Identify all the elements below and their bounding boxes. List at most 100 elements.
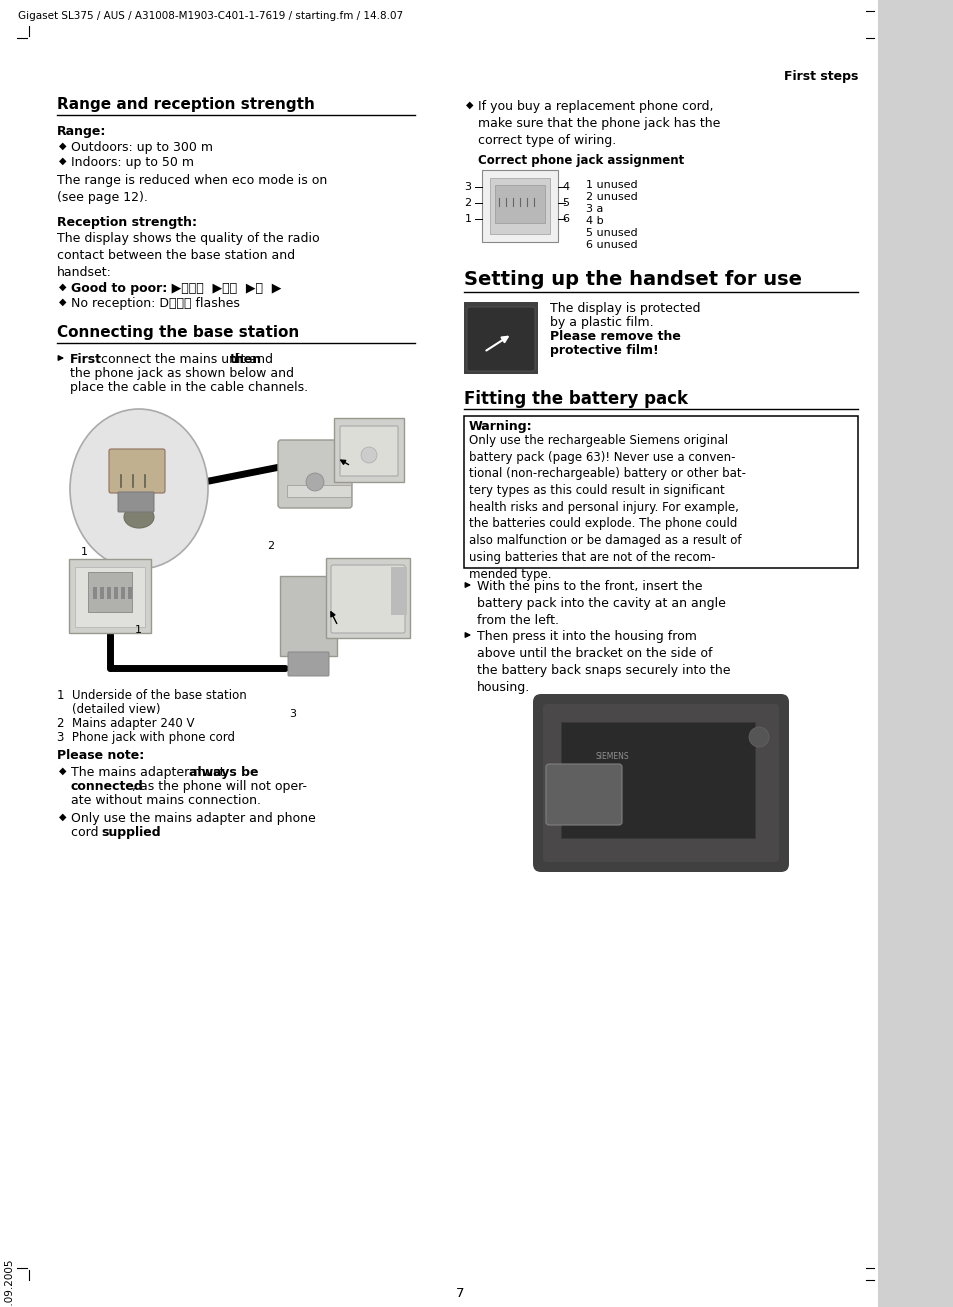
FancyBboxPatch shape (560, 721, 754, 838)
Text: 3: 3 (289, 708, 295, 719)
Bar (113, 587, 118, 599)
Text: place the cable in the cable channels.: place the cable in the cable channels. (70, 382, 308, 393)
FancyBboxPatch shape (533, 694, 788, 872)
Text: Please note:: Please note: (57, 749, 144, 762)
Bar (100, 587, 104, 599)
FancyBboxPatch shape (69, 559, 151, 633)
FancyBboxPatch shape (109, 450, 165, 493)
Text: Connecting the base station: Connecting the base station (57, 325, 299, 340)
Text: 3  Phone jack with phone cord: 3 Phone jack with phone cord (57, 731, 234, 744)
Ellipse shape (70, 409, 208, 569)
Text: Version 4, 16.09.2005: Version 4, 16.09.2005 (5, 1260, 15, 1307)
FancyBboxPatch shape (277, 440, 352, 508)
Text: Warning:: Warning: (469, 420, 532, 433)
Text: , as the phone will not oper-: , as the phone will not oper- (132, 780, 307, 793)
Text: Range:: Range: (57, 125, 107, 139)
Text: SIEMENS: SIEMENS (596, 752, 629, 761)
Text: connect the mains unit and: connect the mains unit and (97, 353, 276, 366)
Text: Indoors: up to 50 m: Indoors: up to 50 m (71, 156, 193, 169)
FancyBboxPatch shape (331, 565, 405, 633)
Text: Outdoors: up to 300 m: Outdoors: up to 300 m (71, 141, 213, 154)
Text: First: First (70, 353, 102, 366)
Text: ◆: ◆ (465, 101, 473, 110)
Ellipse shape (306, 473, 324, 491)
Ellipse shape (360, 447, 376, 463)
Text: 3 a: 3 a (585, 204, 602, 214)
Bar (128, 587, 132, 599)
Text: 1  Underside of the base station: 1 Underside of the base station (57, 689, 247, 702)
Text: No reception: D⧹⧹⧹ flashes: No reception: D⧹⧹⧹ flashes (71, 297, 239, 310)
Text: 1: 1 (81, 548, 88, 557)
Text: Range and reception strength: Range and reception strength (57, 97, 314, 112)
FancyBboxPatch shape (467, 307, 535, 371)
Text: Then press it into the housing from
above until the bracket on the side of
the b: Then press it into the housing from abov… (476, 630, 730, 694)
Text: ◆: ◆ (59, 297, 67, 307)
FancyBboxPatch shape (542, 704, 779, 863)
Text: protective film!: protective film! (550, 344, 659, 357)
FancyBboxPatch shape (288, 652, 329, 676)
Text: Please remove the: Please remove the (550, 329, 680, 342)
Ellipse shape (748, 727, 768, 748)
Text: If you buy a replacement phone cord,
make sure that the phone jack has the
corre: If you buy a replacement phone cord, mak… (477, 101, 720, 146)
Text: the phone jack as shown below and: the phone jack as shown below and (70, 367, 294, 380)
Text: 7: 7 (456, 1287, 464, 1300)
Text: 4: 4 (562, 182, 569, 192)
Ellipse shape (124, 506, 153, 528)
Text: ◆: ◆ (59, 282, 67, 291)
Text: 6 unused: 6 unused (585, 240, 637, 250)
Text: The display shows the quality of the radio
contact between the base station and
: The display shows the quality of the rad… (57, 233, 319, 278)
FancyBboxPatch shape (287, 485, 351, 497)
Text: .: . (153, 826, 158, 839)
Text: 5: 5 (562, 197, 569, 208)
Text: 2: 2 (267, 541, 274, 552)
Text: ◆: ◆ (59, 156, 67, 166)
Text: 3: 3 (464, 182, 471, 192)
Text: supplied: supplied (101, 826, 160, 839)
Text: Only use the mains adapter and phone: Only use the mains adapter and phone (71, 812, 315, 825)
Bar (107, 587, 111, 599)
Text: (detailed view): (detailed view) (57, 703, 160, 716)
FancyBboxPatch shape (481, 170, 558, 242)
Text: The mains adapter must: The mains adapter must (71, 766, 229, 779)
Text: cord: cord (71, 826, 102, 839)
FancyBboxPatch shape (490, 178, 550, 234)
Text: 1 unused: 1 unused (585, 180, 637, 190)
Bar (877, 0, 953, 1307)
FancyBboxPatch shape (495, 186, 544, 223)
FancyBboxPatch shape (545, 765, 621, 825)
Bar (121, 587, 125, 599)
Text: 2 unused: 2 unused (585, 192, 638, 203)
FancyBboxPatch shape (334, 418, 403, 482)
FancyBboxPatch shape (391, 567, 407, 616)
Text: Correct phone jack assignment: Correct phone jack assignment (477, 154, 683, 167)
Text: The range is reduced when eco mode is on
(see page 12).: The range is reduced when eco mode is on… (57, 174, 327, 204)
FancyBboxPatch shape (339, 426, 397, 476)
Text: Reception strength:: Reception strength: (57, 216, 196, 229)
Text: 1: 1 (135, 625, 142, 635)
Text: With the pins to the front, insert the
battery pack into the cavity at an angle
: With the pins to the front, insert the b… (476, 580, 725, 627)
Text: ◆: ◆ (59, 141, 67, 152)
FancyBboxPatch shape (118, 491, 153, 512)
FancyBboxPatch shape (463, 416, 857, 569)
Bar (92, 587, 97, 599)
Text: 2: 2 (464, 197, 471, 208)
FancyBboxPatch shape (75, 567, 145, 627)
Text: ate without mains connection.: ate without mains connection. (71, 793, 261, 806)
Text: Gigaset SL375 / AUS / A31008-M1903-C401-1-7619 / starting.fm / 14.8.07: Gigaset SL375 / AUS / A31008-M1903-C401-… (18, 10, 403, 21)
Text: 1: 1 (464, 214, 471, 223)
Text: 6: 6 (562, 214, 569, 223)
Text: always be: always be (189, 766, 258, 779)
Text: Fitting the battery pack: Fitting the battery pack (463, 389, 687, 408)
Text: then: then (230, 353, 262, 366)
Text: 4 b: 4 b (585, 216, 603, 226)
Text: connected: connected (71, 780, 144, 793)
Text: Setting up the handset for use: Setting up the handset for use (463, 271, 801, 289)
Text: 5 unused: 5 unused (585, 227, 637, 238)
Text: by a plastic film.: by a plastic film. (550, 316, 653, 329)
FancyBboxPatch shape (280, 576, 336, 656)
Text: Good to poor: ▶⧹⧹⧹  ▶⧹⧹  ▶⧹  ▶: Good to poor: ▶⧹⧹⧹ ▶⧹⧹ ▶⧹ ▶ (71, 282, 281, 295)
Text: ◆: ◆ (59, 766, 67, 776)
Text: 2  Mains adapter 240 V: 2 Mains adapter 240 V (57, 718, 194, 731)
Text: The display is protected: The display is protected (550, 302, 700, 315)
Text: First steps: First steps (782, 71, 857, 84)
